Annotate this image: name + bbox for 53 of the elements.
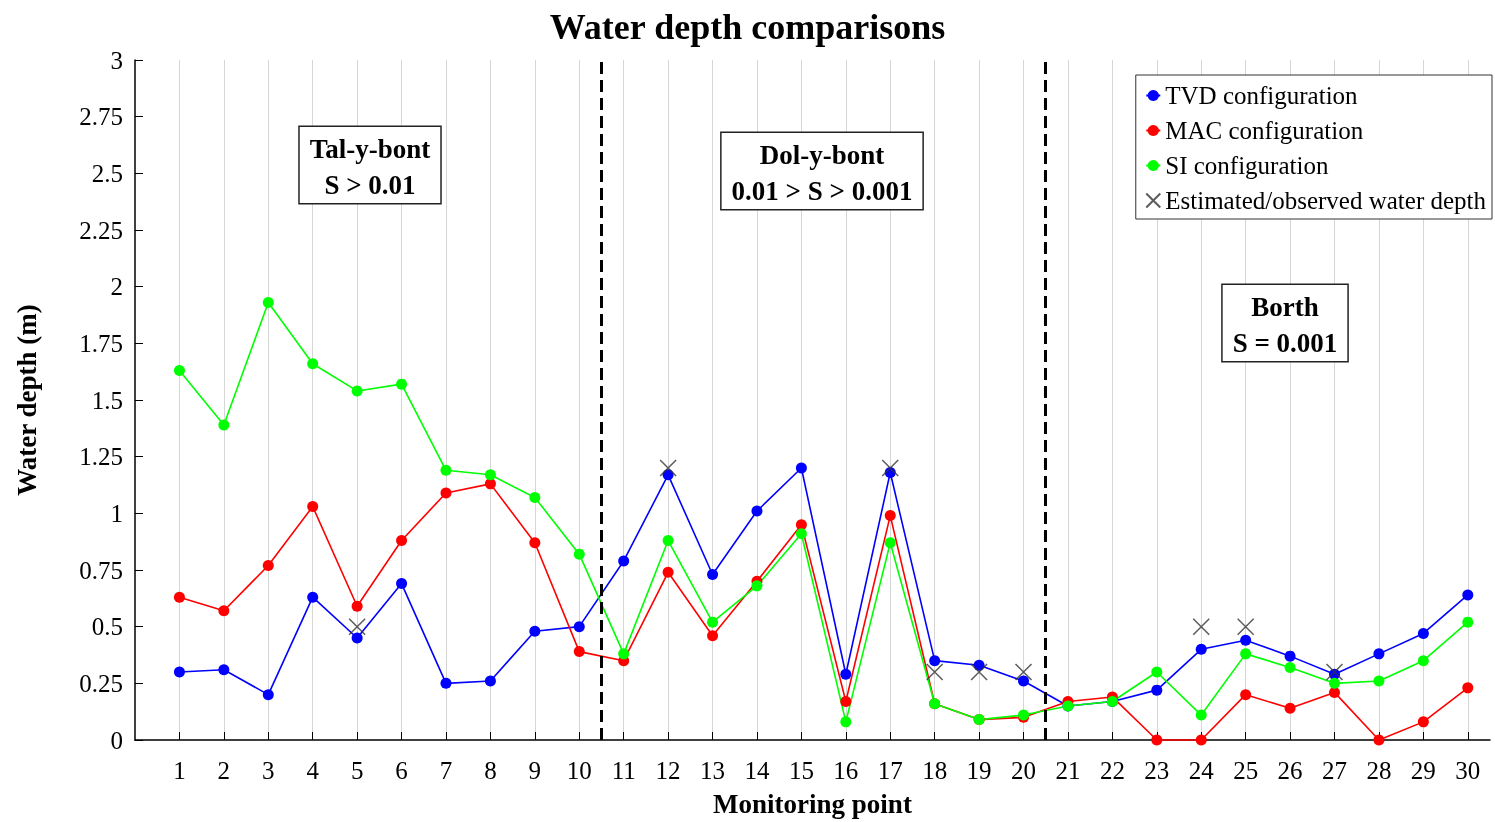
x-tick-label: 30 <box>1455 757 1481 784</box>
x-tick-label: 10 <box>566 757 592 784</box>
x-tick-label: 12 <box>655 757 681 784</box>
annotation: Dol-y-bont 0.01 > S > 0.001 <box>731 140 913 206</box>
x-tick-label: 17 <box>877 757 903 784</box>
legend-label: TVD configuration <box>1165 82 1359 109</box>
x-tick-label: 7 <box>439 757 453 784</box>
x-tick-label: 19 <box>966 757 992 784</box>
x-tick-label: 25 <box>1233 757 1259 784</box>
x-tick-label: 2 <box>217 757 231 784</box>
x-tick-label: 23 <box>1144 757 1170 784</box>
chart-title: Water depth comparisons <box>549 7 946 47</box>
x-tick-label: 16 <box>833 757 859 784</box>
y-axis-title: Water depth (m) <box>11 304 42 496</box>
x-axis-title: Monitoring point <box>713 788 912 819</box>
y-tick-label: 1.25 <box>79 443 123 471</box>
x-tick-label: 27 <box>1322 757 1348 784</box>
x-tick-label: 9 <box>528 757 542 784</box>
x-tick-label: 15 <box>788 757 814 784</box>
y-tick-label: 2.25 <box>79 216 123 244</box>
x-tick-label: 20 <box>1011 757 1037 784</box>
annotation: Tal-y-bont S > 0.01 <box>309 134 431 200</box>
legend-label: SI configuration <box>1165 152 1329 179</box>
x-tick-label: 29 <box>1410 757 1436 784</box>
x-tick-label: 5 <box>350 757 364 784</box>
y-tick-label: 2.5 <box>91 159 123 187</box>
y-tick-label: 1.75 <box>79 329 123 357</box>
x-tick-label: 4 <box>306 757 320 784</box>
y-tick-label: 1 <box>110 499 123 527</box>
y-tick-label: 0.75 <box>79 556 123 584</box>
x-tick-label: 28 <box>1366 757 1392 784</box>
y-tick-label: 2 <box>110 273 123 301</box>
x-tick-label: 14 <box>744 757 770 784</box>
y-tick-label: 1.5 <box>91 386 123 414</box>
x-tick-label: 3 <box>262 757 275 784</box>
x-tick-label: 22 <box>1099 757 1125 784</box>
x-tick-label: 13 <box>700 757 726 784</box>
y-tick-label: 0.5 <box>91 613 123 641</box>
x-tick-label: 18 <box>922 757 948 784</box>
x-tick-label: 6 <box>395 757 408 784</box>
y-tick-label: 2.75 <box>79 103 123 131</box>
x-tick-label: 1 <box>173 757 186 784</box>
x-tick-label: 21 <box>1055 757 1081 784</box>
x-tick-label: 8 <box>484 757 497 784</box>
legend-label: Estimated/observed water depth <box>1165 187 1487 214</box>
y-tick-label: 3 <box>110 46 123 74</box>
annotation: Borth S = 0.001 <box>1232 292 1338 358</box>
x-tick-label: 26 <box>1277 757 1303 784</box>
y-tick-label: 0 <box>110 726 123 754</box>
legend-label: MAC configuration <box>1165 117 1364 144</box>
x-tick-label: 24 <box>1188 757 1215 784</box>
y-tick-label: 0.25 <box>79 669 123 697</box>
x-tick-label: 11 <box>611 757 636 784</box>
